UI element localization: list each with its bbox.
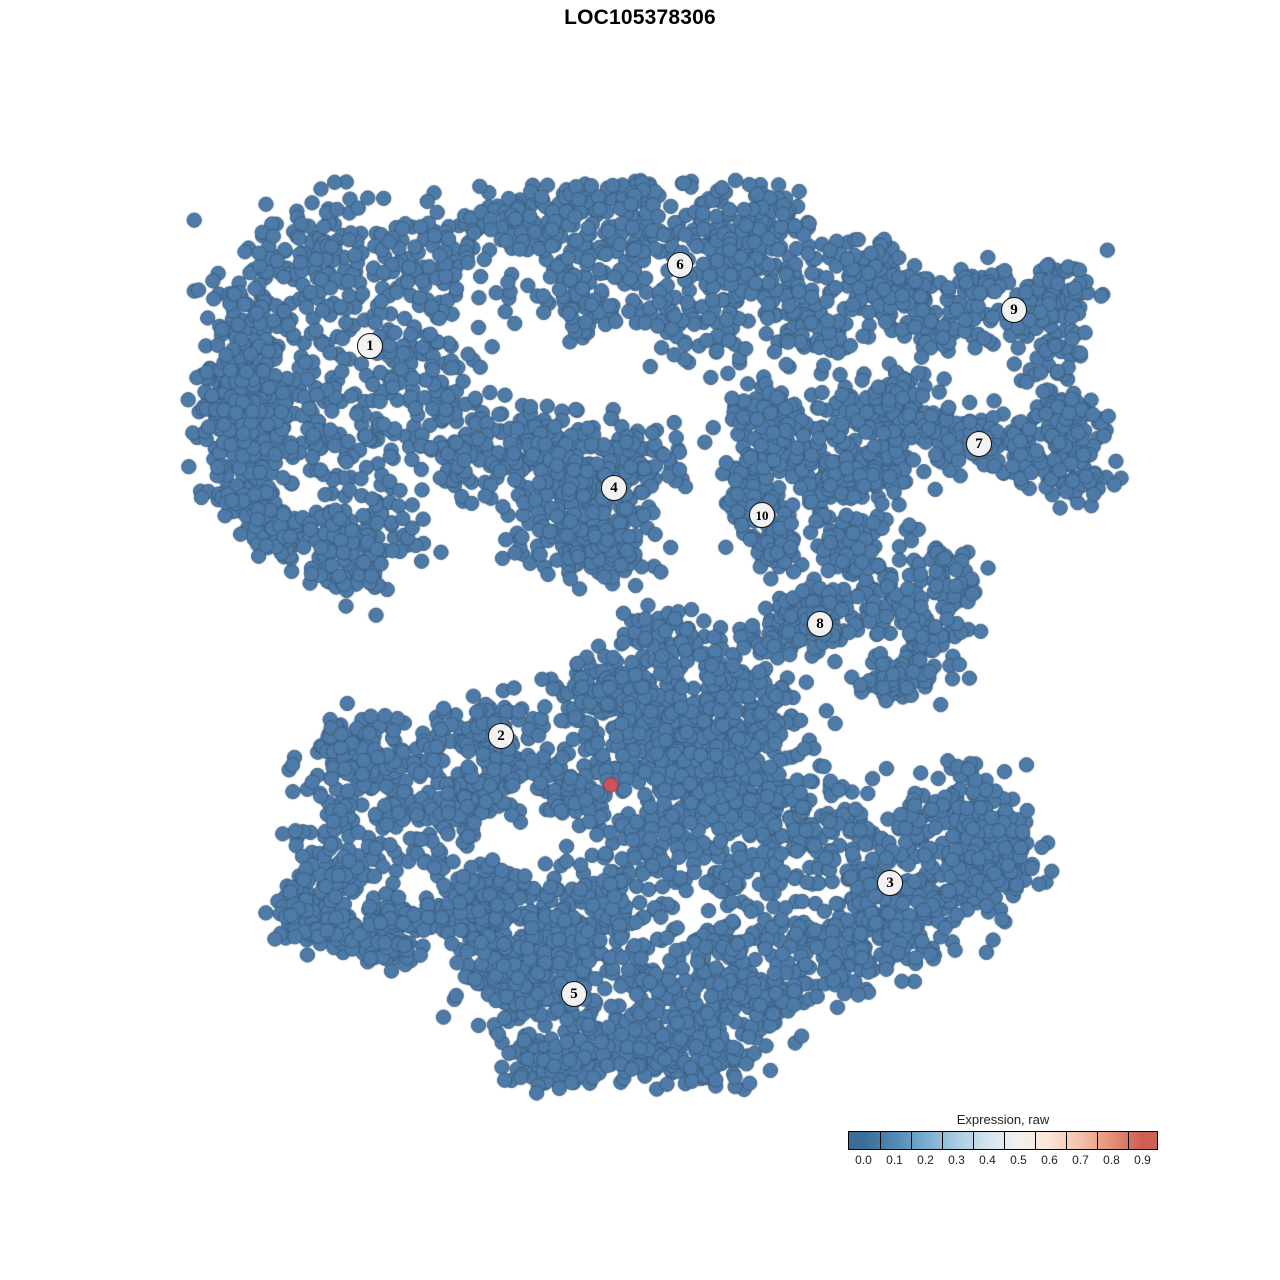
colorbar-tick bbox=[1004, 1132, 1005, 1149]
colorbar-tick bbox=[942, 1132, 943, 1149]
colorbar-tick-label: 0.5 bbox=[1010, 1153, 1027, 1167]
colorbar-tick bbox=[1066, 1132, 1067, 1149]
colorbar-tick bbox=[880, 1132, 881, 1149]
colorbar-gradient bbox=[849, 1132, 1157, 1149]
cluster-label-3[interactable]: 3 bbox=[877, 870, 903, 896]
colorbar-tick bbox=[911, 1132, 912, 1149]
cluster-label-6[interactable]: 6 bbox=[667, 252, 693, 278]
colorbar-tick-label: 0.4 bbox=[979, 1153, 996, 1167]
colorbar-tick bbox=[1035, 1132, 1036, 1149]
cluster-label-5[interactable]: 5 bbox=[561, 981, 587, 1007]
colorbar-bar[interactable] bbox=[848, 1131, 1158, 1150]
cluster-label-7[interactable]: 7 bbox=[966, 431, 992, 457]
colorbar-tick-label: 0.3 bbox=[948, 1153, 965, 1167]
colorbar-tick bbox=[973, 1132, 974, 1149]
colorbar-tick bbox=[1097, 1132, 1098, 1149]
colorbar-tick-label: 0.9 bbox=[1134, 1153, 1151, 1167]
colorbar-tick-label: 0.1 bbox=[886, 1153, 903, 1167]
colorbar-tick bbox=[1128, 1132, 1129, 1149]
cluster-label-8[interactable]: 8 bbox=[807, 611, 833, 637]
colorbar-tick-label: 0.7 bbox=[1072, 1153, 1089, 1167]
cluster-label-4[interactable]: 4 bbox=[601, 475, 627, 501]
cluster-label-1[interactable]: 1 bbox=[357, 333, 383, 359]
cluster-label-2[interactable]: 2 bbox=[488, 723, 514, 749]
cluster-label-10[interactable]: 10 bbox=[749, 502, 775, 528]
colorbar-tick-label: 0.8 bbox=[1103, 1153, 1120, 1167]
colorbar-tick-label: 0.0 bbox=[855, 1153, 872, 1167]
colorbar-title: Expression, raw bbox=[956, 1112, 1050, 1127]
colorbar-tick-label: 0.2 bbox=[917, 1153, 934, 1167]
colorbar-tick-label: 0.6 bbox=[1041, 1153, 1058, 1167]
expression-colorbar: Expression, raw 0.0 0.1 0.2 0.3 0.4 0.5 0.6 0.7… bbox=[848, 1112, 1158, 1169]
colorbar-tick-labels: 0.0 0.1 0.2 0.3 0.4 0.5 0.6 0.7 0.8 0.9 bbox=[848, 1153, 1158, 1169]
cluster-label-9[interactable]: 9 bbox=[1001, 297, 1027, 323]
